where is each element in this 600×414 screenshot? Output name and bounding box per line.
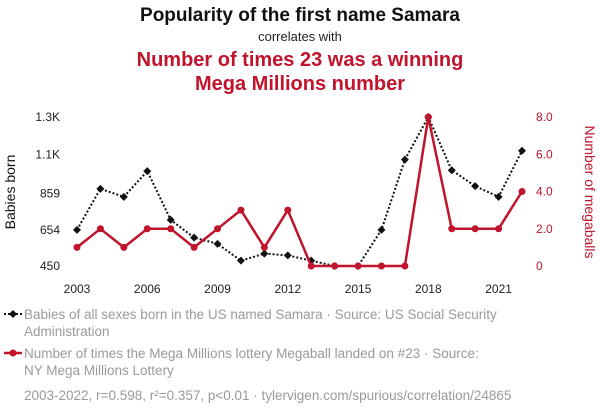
y-left-tick-label: 1.1K [35, 147, 60, 161]
legend-item-babies-line2: Administration [24, 324, 110, 339]
y-left-tick-label: 450 [40, 259, 60, 273]
x-tick-label: 2015 [345, 282, 372, 296]
data-point-babies [400, 155, 409, 164]
data-point-babies [119, 192, 128, 201]
data-point-babies [471, 182, 480, 191]
data-point-megaballs [331, 262, 339, 270]
data-point-megaballs [120, 243, 128, 251]
data-point-megaballs [448, 225, 456, 233]
y-right-tick-label: 8.0 [536, 110, 553, 124]
legend: Babies of all sexes born in the US named… [4, 307, 497, 378]
legend-item-megaballs-line2: NY Mega Millions Lottery [24, 363, 174, 378]
y-axis-left-ticks: 450 654 859 1.1K 1.3K [35, 110, 60, 273]
y-right-tick-label: 6.0 [536, 147, 553, 161]
chart-subtitle: correlates with [258, 29, 342, 44]
chart-title2-line1: Number of times 23 was a winning [137, 49, 464, 71]
data-point-babies [447, 166, 456, 175]
x-tick-label: 2021 [485, 282, 512, 296]
legend-item-megaballs-line1: Number of times the Mega Millions lotter… [24, 346, 479, 361]
data-point-babies [190, 233, 199, 242]
data-point-megaballs [143, 225, 151, 233]
y-right-tick-label: 0 [536, 259, 543, 273]
data-point-megaballs [354, 262, 362, 270]
data-point-babies [260, 249, 269, 258]
data-point-babies [96, 184, 105, 193]
data-point-megaballs [237, 206, 245, 214]
chart-title2-line2: Mega Millions number [195, 73, 405, 95]
data-point-babies [166, 215, 175, 224]
footnote: 2003-2022, r=0.598, r²=0.357, p<0.01 · t… [24, 388, 511, 403]
y-left-tick-label: 1.3K [35, 110, 60, 124]
data-point-babies [283, 251, 292, 260]
data-point-megaballs [471, 225, 479, 233]
data-point-megaballs [307, 262, 315, 270]
data-point-babies [236, 256, 245, 265]
legend-item-babies-line1: Babies of all sexes born in the US named… [24, 307, 497, 322]
data-point-megaballs [424, 113, 432, 121]
x-tick-label: 2018 [415, 282, 442, 296]
legend-marker-babies [9, 310, 17, 318]
y-axis-right-ticks: 0 2.0 4.0 6.0 8.0 [536, 110, 553, 273]
chart-title: Popularity of the first name Samara [140, 5, 460, 26]
y-axis-right-label: Number of megaballs [582, 125, 598, 258]
y-axis-left-label: Babies born [2, 155, 18, 230]
data-point-babies [377, 225, 386, 234]
data-point-babies [494, 192, 503, 201]
data-point-megaballs [518, 188, 526, 195]
data-point-megaballs [96, 225, 104, 233]
data-point-megaballs [190, 243, 198, 251]
data-point-babies [213, 239, 222, 248]
x-tick-label: 2009 [204, 282, 231, 296]
y-left-tick-label: 859 [40, 186, 60, 200]
data-point-babies [518, 146, 526, 155]
data-point-babies [73, 225, 81, 234]
x-axis-ticks: 2003 2006 2009 2012 2015 2018 2021 [64, 282, 513, 296]
legend-marker-megaballs [9, 349, 17, 357]
series-layer [73, 113, 526, 270]
y-left-tick-label: 654 [40, 223, 60, 237]
series-line-megaballs [76, 115, 524, 268]
data-point-megaballs [167, 225, 175, 233]
x-tick-label: 2006 [134, 282, 161, 296]
data-point-babies [143, 167, 152, 176]
x-tick-label: 2012 [274, 282, 301, 296]
series-line-babies [76, 116, 523, 267]
data-point-megaballs [401, 262, 409, 270]
x-tick-label: 2003 [64, 282, 91, 296]
data-point-megaballs [73, 243, 81, 251]
data-point-megaballs [495, 225, 503, 233]
data-point-megaballs [260, 243, 268, 251]
y-right-tick-label: 4.0 [536, 185, 553, 199]
y-right-tick-label: 2.0 [536, 222, 553, 236]
data-point-megaballs [284, 206, 292, 214]
data-point-megaballs [377, 262, 385, 270]
data-point-megaballs [214, 225, 222, 233]
